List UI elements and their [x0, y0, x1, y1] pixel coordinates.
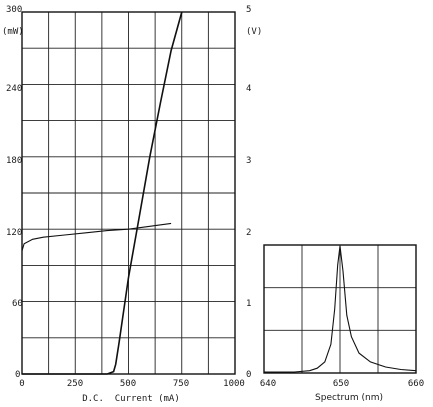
spectrum-axis-label: Spectrum (nm) — [315, 393, 383, 403]
spectrum-chart: 640 650 660 Spectrum (nm) — [260, 244, 424, 403]
spectrum-frame — [263, 244, 417, 374]
left-tick-0: 0 — [15, 370, 20, 380]
x-axis-label: D.C. Current (mA) — [82, 394, 180, 404]
x-tick-0: 0 — [19, 379, 24, 389]
spectrum-curve — [264, 245, 417, 373]
x-tick-250: 250 — [67, 379, 83, 389]
x-tick-1000: 1000 — [223, 379, 245, 389]
left-tick-300: 300 — [6, 5, 22, 15]
right-tick-5: 5 — [246, 5, 251, 15]
right-unit-label: (V) — [246, 27, 262, 37]
right-tick-2: 2 — [246, 228, 251, 238]
main-chart: 300 (mW) 240 180 120 60 0 5 (V) 4 3 2 1 … — [2, 5, 262, 404]
spectrum-tick-640: 640 — [260, 379, 276, 389]
right-tick-0: 0 — [246, 370, 251, 380]
spectrum-tick-650: 650 — [333, 379, 349, 389]
main-frame — [21, 11, 236, 375]
spectrum-tick-660: 660 — [408, 379, 424, 389]
right-tick-1: 1 — [246, 299, 251, 309]
main-grid — [22, 12, 235, 374]
right-tick-3: 3 — [246, 156, 251, 166]
x-tick-500: 500 — [120, 379, 136, 389]
left-tick-180: 180 — [6, 156, 22, 166]
voltage-curve — [21, 222, 172, 252]
right-tick-4: 4 — [246, 84, 251, 94]
power-curve — [22, 11, 183, 375]
x-tick-750: 750 — [173, 379, 189, 389]
left-unit-label: (mW) — [2, 27, 24, 37]
left-tick-120: 120 — [6, 228, 22, 238]
left-tick-60: 60 — [12, 299, 23, 309]
left-tick-240: 240 — [6, 84, 22, 94]
spectrum-grid — [264, 245, 416, 373]
